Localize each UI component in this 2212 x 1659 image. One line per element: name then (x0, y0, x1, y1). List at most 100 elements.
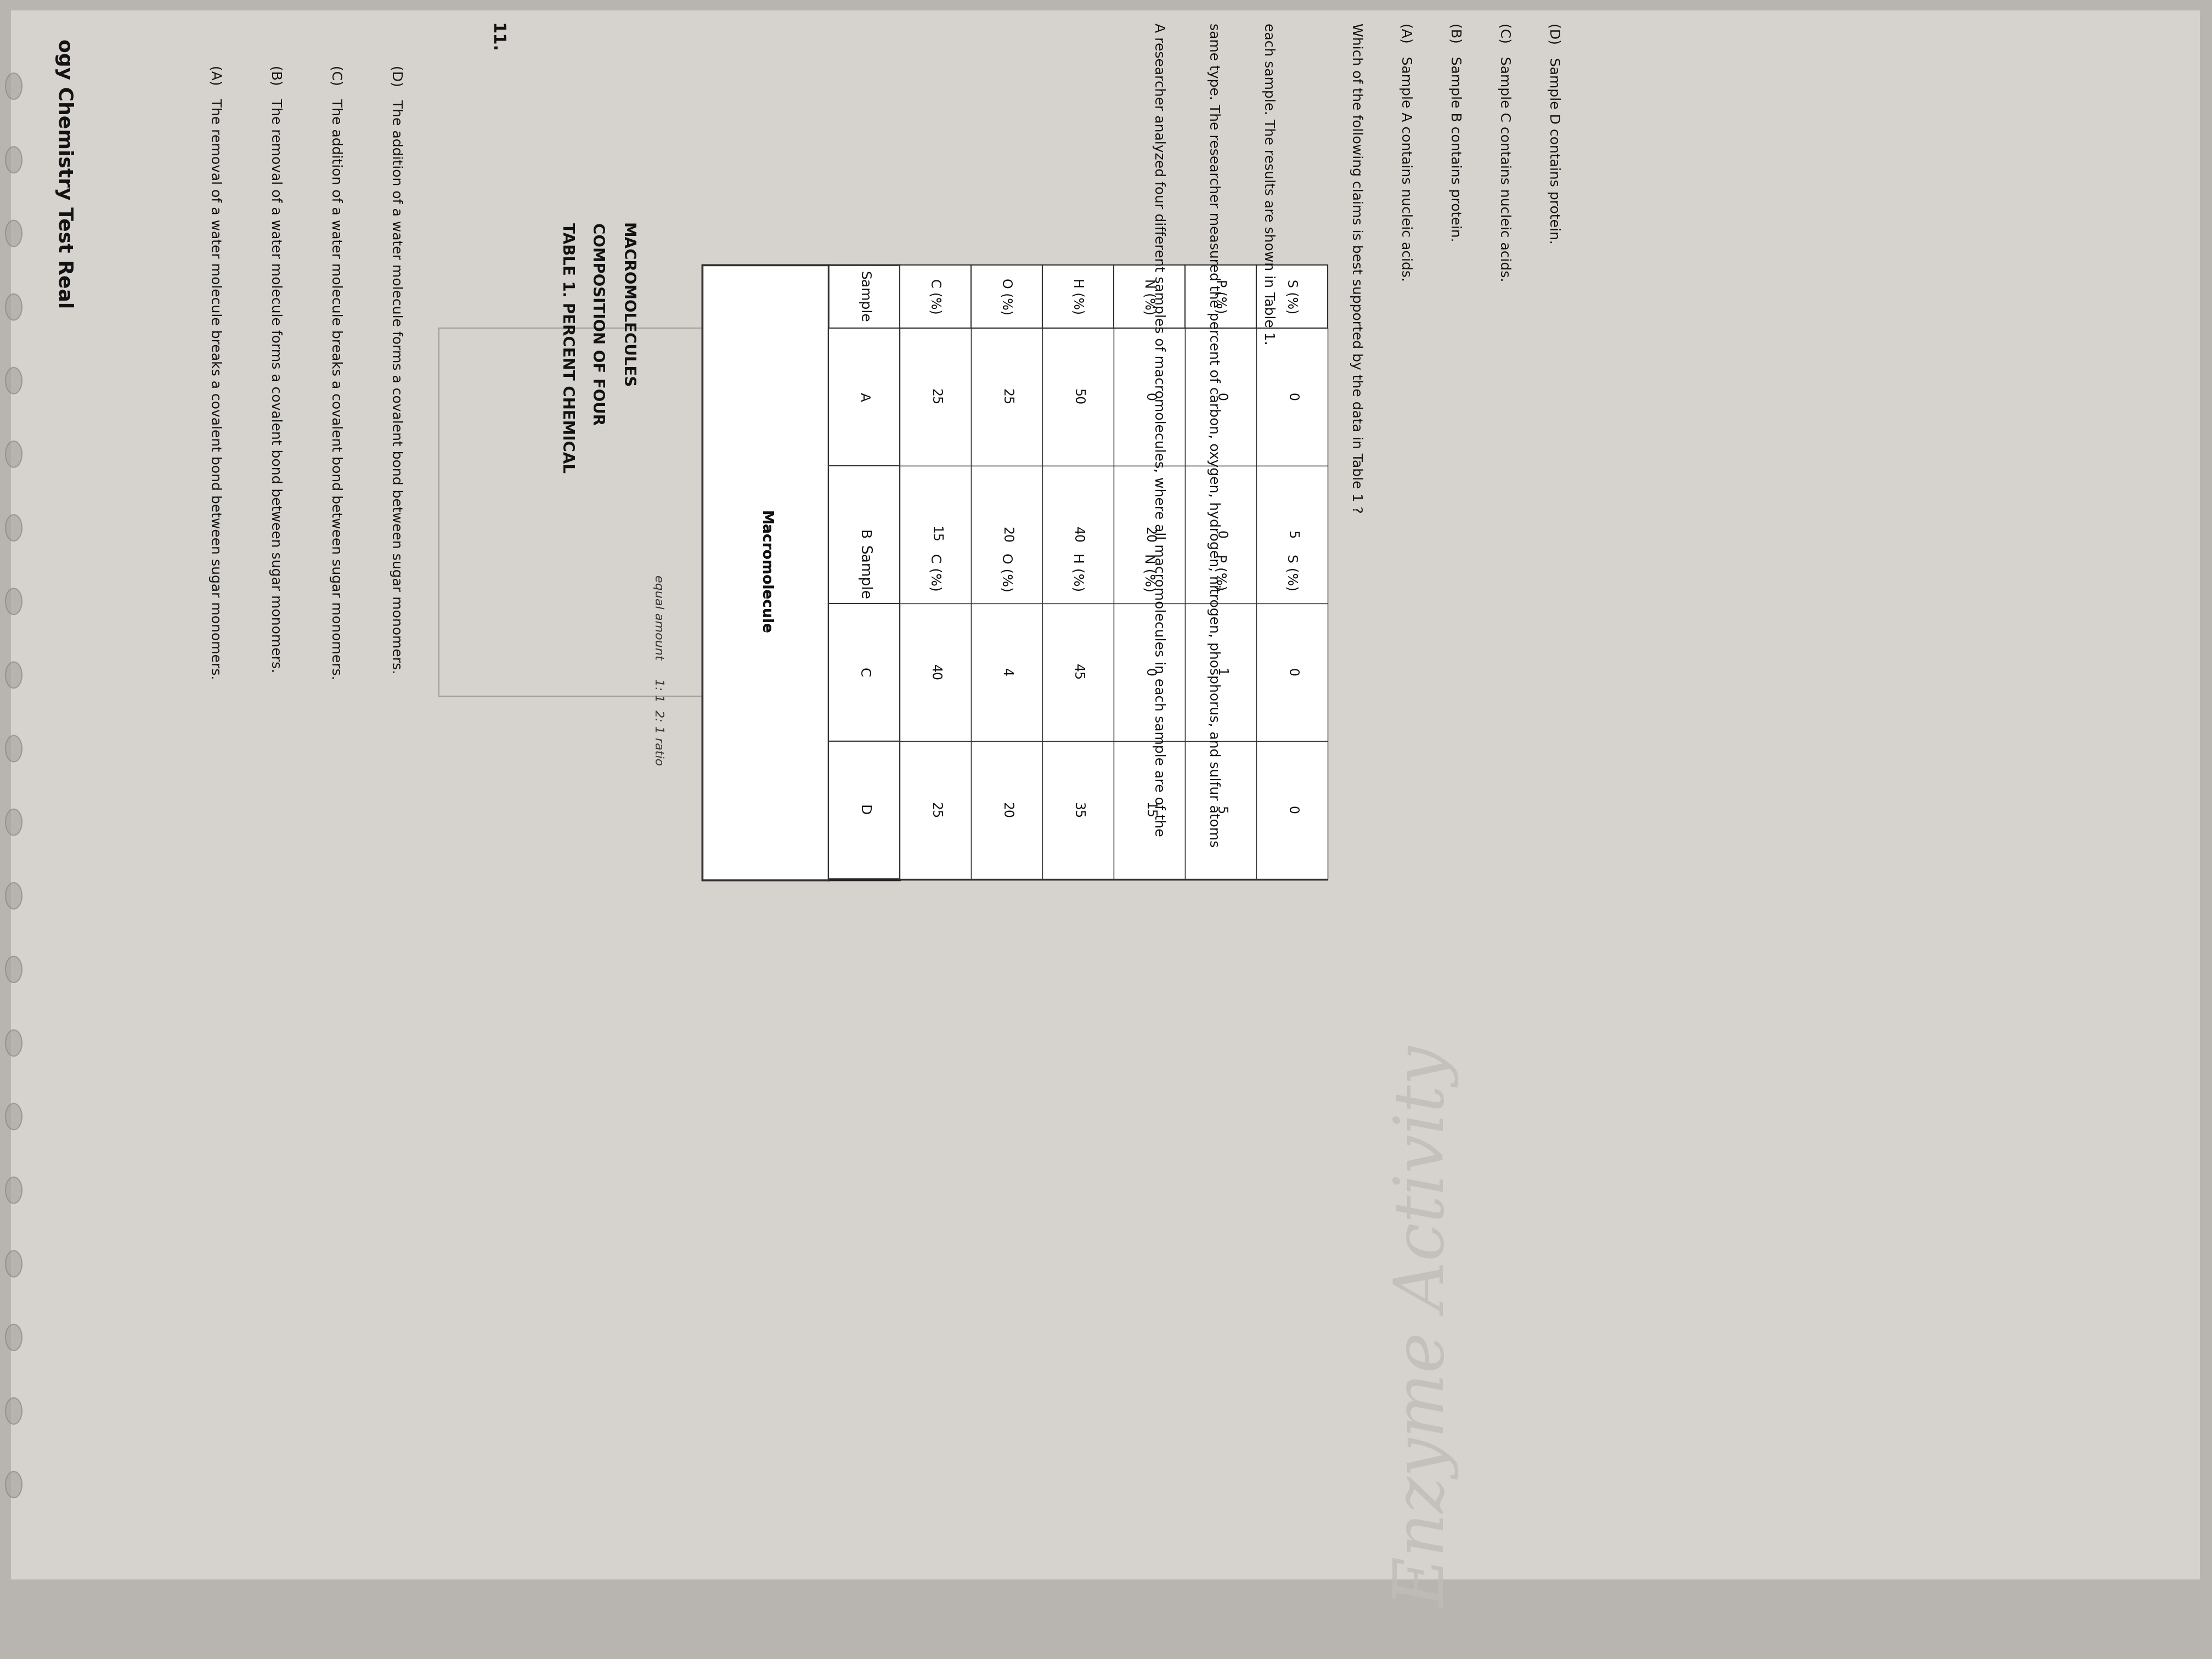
Bar (1113, 265, 1186, 328)
Text: 40: 40 (929, 664, 942, 680)
Text: S (%): S (%) (1285, 554, 1298, 591)
Bar (438, 328, 933, 697)
Ellipse shape (4, 368, 22, 393)
Text: 0: 0 (1214, 531, 1228, 539)
Ellipse shape (4, 1030, 22, 1057)
Text: 0: 0 (1144, 393, 1157, 401)
Text: 45: 45 (1071, 664, 1084, 680)
Bar (830, 466, 900, 604)
Text: 40: 40 (1071, 526, 1084, 542)
Bar (1042, 604, 1113, 742)
Ellipse shape (4, 221, 22, 247)
Bar (971, 604, 1042, 742)
Text: equal amount: equal amount (653, 574, 664, 660)
Text: Sample: Sample (858, 270, 872, 322)
Bar (1113, 328, 1186, 466)
Text: 0: 0 (1214, 393, 1228, 401)
Text: 20: 20 (1000, 526, 1013, 542)
Ellipse shape (4, 1103, 22, 1130)
Bar (830, 742, 900, 879)
Text: B: B (858, 529, 872, 539)
Ellipse shape (4, 735, 22, 761)
Text: Macromolecule: Macromolecule (759, 511, 772, 634)
Text: C (%): C (%) (929, 554, 942, 591)
Text: ogy Chemistry Test Real: ogy Chemistry Test Real (55, 38, 73, 309)
Bar (1256, 604, 1327, 742)
Text: 25: 25 (929, 801, 942, 818)
Text: 5: 5 (1285, 531, 1298, 539)
Ellipse shape (4, 294, 22, 320)
Text: 15: 15 (1144, 801, 1157, 818)
Text: N (%): N (%) (1144, 554, 1157, 592)
Text: 4: 4 (1000, 669, 1013, 677)
Text: 1: 1  2: 1 ratio: 1: 1 2: 1 ratio (653, 679, 664, 766)
Text: A: A (858, 392, 872, 401)
Text: TABLE 1. PERCENT CHEMICAL: TABLE 1. PERCENT CHEMICAL (560, 222, 575, 473)
Text: 1: 1 (1214, 669, 1228, 677)
Text: 25: 25 (929, 388, 942, 405)
Bar (1042, 466, 1113, 604)
Text: 0: 0 (1285, 669, 1298, 677)
Ellipse shape (4, 441, 22, 468)
Text: Enzyme Activity: Enzyme Activity (1394, 1047, 1460, 1608)
Bar (900, 604, 971, 742)
Text: P (%): P (%) (1214, 554, 1228, 591)
Text: C (%): C (%) (929, 279, 942, 314)
Text: (A)   The removal of a water molecule breaks a covalent bond between sugar monom: (A) The removal of a water molecule brea… (208, 65, 221, 679)
Bar (1186, 466, 1256, 604)
Bar (1113, 742, 1186, 879)
Bar (1113, 265, 1186, 879)
Bar (900, 328, 971, 466)
Bar (1256, 466, 1327, 604)
Text: COMPOSITION OF FOUR: COMPOSITION OF FOUR (591, 222, 606, 425)
Bar (900, 265, 971, 328)
Ellipse shape (4, 589, 22, 614)
Ellipse shape (4, 662, 22, 688)
Bar (971, 265, 1042, 879)
Text: Which of the following claims is best supported by the data in Table 1 ?: Which of the following claims is best su… (1349, 23, 1363, 513)
Text: 35: 35 (1071, 801, 1084, 818)
Bar (1256, 265, 1327, 879)
Text: 0: 0 (1144, 669, 1157, 677)
Bar (830, 265, 900, 328)
Text: C: C (858, 667, 872, 677)
Bar (971, 466, 1042, 604)
Bar (1186, 604, 1256, 742)
Bar (1256, 265, 1327, 328)
Text: A researcher analyzed four different samples of macromolecules, where all macrom: A researcher analyzed four different sam… (1152, 23, 1166, 836)
Text: Sample: Sample (856, 546, 872, 599)
Bar (1042, 265, 1113, 328)
Bar (1042, 742, 1113, 879)
Ellipse shape (4, 73, 22, 100)
Bar (701, 265, 830, 879)
Ellipse shape (4, 883, 22, 909)
Bar (971, 265, 1042, 328)
Text: P (%): P (%) (1214, 279, 1228, 314)
Bar (900, 466, 971, 604)
Bar (900, 265, 971, 879)
Text: H (%): H (%) (1071, 279, 1084, 315)
Text: O (%): O (%) (1000, 279, 1013, 315)
Bar (830, 328, 900, 466)
Bar (900, 742, 971, 879)
Text: 0: 0 (1285, 393, 1298, 401)
Ellipse shape (4, 1324, 22, 1350)
Bar (1113, 604, 1186, 742)
Bar (971, 742, 1042, 879)
Text: N (%): N (%) (1144, 279, 1157, 315)
Ellipse shape (4, 1251, 22, 1277)
Text: (B)   The removal of a water molecule forms a covalent bond between sugar monome: (B) The removal of a water molecule form… (270, 65, 281, 672)
Bar (1186, 742, 1256, 879)
Bar (1113, 466, 1186, 604)
Bar (971, 328, 1042, 466)
Text: 11.: 11. (489, 23, 504, 53)
Text: 20: 20 (1000, 801, 1013, 818)
Bar (1186, 265, 1256, 328)
Text: O (%): O (%) (1000, 552, 1013, 592)
Ellipse shape (4, 1176, 22, 1203)
Text: (A)   Sample A contains nucleic acids.: (A) Sample A contains nucleic acids. (1398, 23, 1411, 282)
Text: MACROMOLECULES: MACROMOLECULES (619, 222, 635, 388)
Bar (830, 604, 900, 742)
Text: 0: 0 (1285, 806, 1298, 815)
Bar (1186, 328, 1256, 466)
